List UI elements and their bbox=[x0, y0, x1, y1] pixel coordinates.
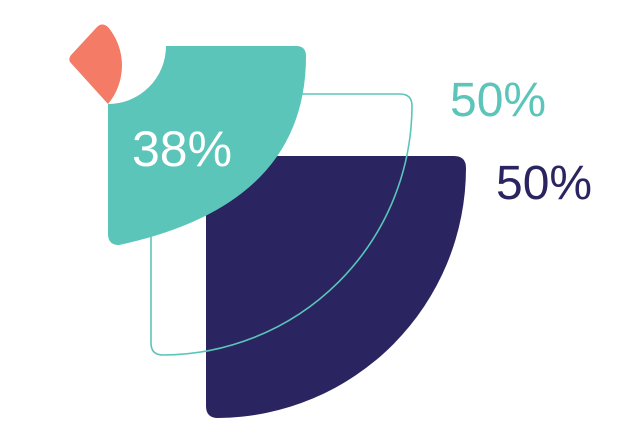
teal-outline-quarter-shape bbox=[150, 93, 413, 356]
coral-wedge-shape bbox=[69, 24, 122, 104]
teal-quarter-shape bbox=[108, 46, 306, 245]
navy-quarter-shape bbox=[206, 156, 466, 418]
navy-percentage-label: 50% bbox=[496, 157, 592, 210]
teal-percentage-label: 38% bbox=[132, 121, 232, 177]
teal-outline-percentage-label: 50% bbox=[450, 74, 546, 127]
